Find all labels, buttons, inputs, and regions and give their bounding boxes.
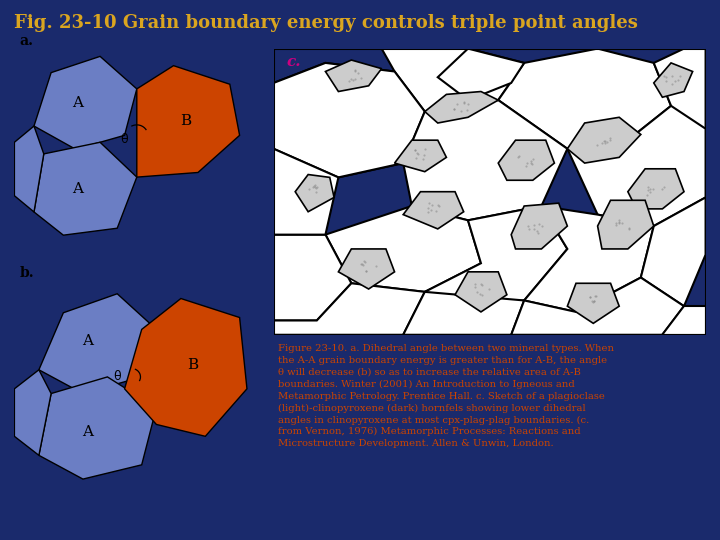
- Polygon shape: [338, 249, 395, 289]
- Polygon shape: [654, 63, 693, 97]
- Polygon shape: [598, 200, 654, 249]
- Polygon shape: [295, 174, 334, 212]
- Text: B: B: [180, 114, 192, 129]
- Polygon shape: [325, 206, 481, 292]
- Polygon shape: [14, 126, 44, 212]
- Polygon shape: [382, 49, 524, 112]
- Polygon shape: [654, 49, 706, 149]
- Polygon shape: [567, 106, 706, 226]
- Polygon shape: [511, 278, 684, 335]
- Polygon shape: [403, 292, 524, 335]
- Polygon shape: [662, 306, 706, 335]
- Polygon shape: [34, 142, 137, 235]
- Polygon shape: [641, 198, 706, 306]
- Polygon shape: [567, 284, 619, 323]
- Polygon shape: [274, 63, 425, 177]
- Polygon shape: [395, 140, 446, 172]
- Polygon shape: [498, 49, 671, 149]
- Text: c.: c.: [287, 55, 301, 69]
- Text: Fig. 23-10 Grain boundary energy controls triple point angles: Fig. 23-10 Grain boundary energy control…: [14, 14, 638, 31]
- Polygon shape: [325, 60, 382, 91]
- Polygon shape: [274, 284, 425, 335]
- Polygon shape: [403, 100, 567, 220]
- Text: θ: θ: [121, 133, 128, 146]
- Polygon shape: [511, 203, 567, 249]
- Text: B: B: [187, 358, 199, 372]
- Text: a.: a.: [19, 34, 33, 48]
- Polygon shape: [438, 49, 524, 100]
- Polygon shape: [498, 140, 554, 180]
- Text: Figure 23-10. a. Dihedral angle between two mineral types. When
the A-A grain bo: Figure 23-10. a. Dihedral angle between …: [278, 344, 614, 448]
- Polygon shape: [524, 206, 654, 312]
- Polygon shape: [125, 299, 247, 436]
- Polygon shape: [567, 117, 641, 163]
- Text: θ: θ: [114, 370, 121, 383]
- Text: A: A: [82, 334, 94, 348]
- Polygon shape: [274, 63, 425, 177]
- Polygon shape: [14, 370, 51, 455]
- Polygon shape: [425, 206, 567, 306]
- Polygon shape: [403, 192, 464, 229]
- Polygon shape: [39, 377, 156, 479]
- Polygon shape: [425, 91, 498, 123]
- Polygon shape: [137, 66, 240, 177]
- Polygon shape: [455, 272, 507, 312]
- Text: A: A: [73, 96, 84, 110]
- Polygon shape: [34, 56, 137, 149]
- Polygon shape: [39, 294, 156, 394]
- Text: b.: b.: [19, 266, 34, 280]
- Polygon shape: [274, 234, 351, 321]
- Polygon shape: [274, 148, 338, 234]
- Text: A: A: [82, 424, 94, 438]
- Text: A: A: [73, 182, 84, 195]
- Polygon shape: [628, 169, 684, 209]
